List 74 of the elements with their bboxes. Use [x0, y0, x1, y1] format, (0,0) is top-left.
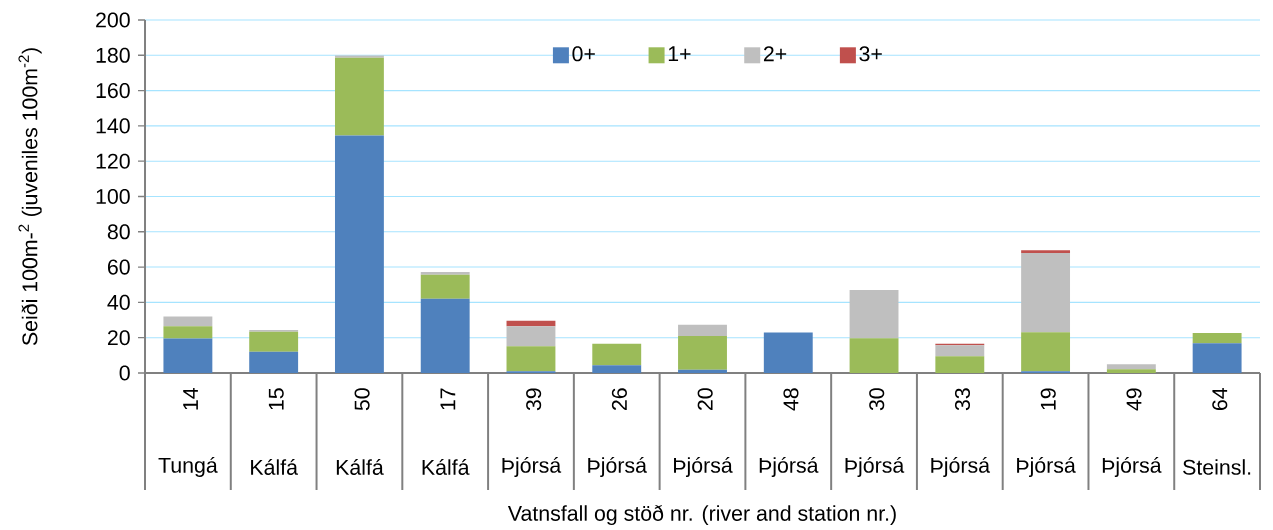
text: Kálfá	[336, 459, 384, 475]
bar	[678, 336, 727, 370]
x-tick-label: 33	[954, 388, 971, 411]
x-tick-label: 26	[611, 388, 627, 411]
y-tick-label: 200	[96, 12, 130, 28]
text: Þjórsá	[588, 456, 647, 478]
bar	[935, 356, 985, 373]
text: Þjórsá	[931, 456, 991, 478]
y-tick-label: 160	[96, 83, 130, 99]
bar	[1021, 250, 1071, 253]
text: Tungá	[158, 456, 218, 478]
bar	[678, 369, 727, 373]
x-tick-label: 14	[183, 388, 198, 410]
text: Þjórsá	[674, 456, 733, 478]
y-tick-label: 80	[107, 224, 130, 240]
bar	[506, 326, 556, 347]
bar	[163, 326, 213, 339]
bar	[334, 135, 384, 373]
x-tick-label: 19	[1040, 388, 1056, 410]
text: Þjórsá	[759, 456, 819, 478]
x-tick-label: 48	[783, 388, 799, 411]
x-tick-label: 50	[354, 388, 370, 411]
text: Þjórsá	[845, 456, 905, 478]
x-tick-label: 30	[869, 388, 885, 411]
bar	[506, 320, 556, 327]
text: Þjórsá	[1102, 456, 1162, 478]
x-tick-label: 15	[268, 388, 284, 410]
bar	[678, 324, 727, 337]
bar	[249, 351, 299, 373]
y-tick-label: 140	[96, 118, 130, 134]
bar	[334, 57, 384, 136]
bar	[1106, 369, 1156, 373]
bar	[163, 316, 213, 327]
bar	[1106, 364, 1156, 370]
y-tick-label: 40	[107, 294, 130, 310]
y-tick-label: 120	[96, 153, 130, 169]
text: Þjórsá	[1017, 456, 1076, 478]
x-tick-label: 64	[1212, 388, 1228, 411]
x-tick-label: 20	[697, 388, 713, 411]
legend-label: 0+	[572, 46, 595, 62]
bar	[592, 365, 642, 373]
y-axis-title: Seiði 100m-$^{2}$ (juveniles 100m$^{-2}$)	[18, 48, 42, 346]
bar	[935, 345, 985, 357]
bar	[1021, 252, 1071, 333]
text: Þjórsá	[502, 456, 562, 478]
x-tick-label: 39	[526, 388, 542, 411]
bar	[592, 343, 642, 366]
bar	[506, 346, 556, 372]
bar	[420, 272, 470, 275]
bar	[849, 338, 899, 373]
bar	[763, 332, 813, 373]
legend-label: 2+	[763, 46, 787, 62]
y-tick-label: 20	[107, 330, 130, 346]
bar	[249, 331, 299, 352]
bar	[849, 290, 899, 339]
text: Kálfá	[251, 459, 298, 475]
x-tick-label: 17	[440, 388, 456, 410]
y-tick-label: 100	[96, 188, 130, 205]
text: Steinsl.	[1183, 459, 1251, 475]
bar	[1021, 332, 1071, 372]
bar	[420, 274, 470, 299]
y-tick-label: 180	[96, 47, 130, 63]
legend-label: 1+	[668, 46, 691, 62]
y-tick-label: 60	[107, 259, 130, 275]
text: Kálfá	[422, 459, 470, 475]
bar	[163, 338, 213, 373]
legend-label: 3+	[859, 46, 882, 62]
x-tick-label: 49	[1126, 388, 1142, 411]
bar	[1192, 343, 1242, 373]
y-tick-label: 0	[119, 365, 130, 381]
bar	[420, 298, 470, 373]
bar	[334, 55, 384, 58]
x-axis-title: Vatnsfall og stöð nr. (river and station nr.)	[507, 504, 896, 526]
bar	[1192, 333, 1242, 344]
